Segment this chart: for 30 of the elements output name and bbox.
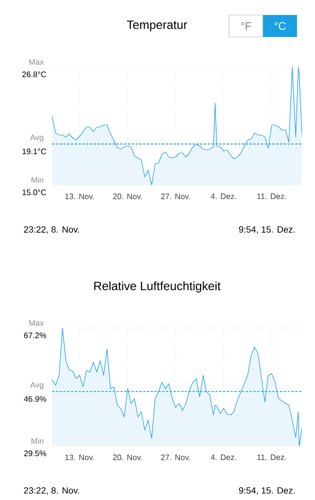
x-tick-label: 4. Dez. xyxy=(210,194,236,200)
text: 23:22, 8. Nov. xyxy=(24,226,79,234)
ref-line-label: Avg xyxy=(30,134,44,142)
text: 9:54, 15. Dez. xyxy=(239,226,295,234)
y-tick-label: 67.2% xyxy=(24,332,46,338)
x-tick-label: 13. Nov. xyxy=(65,194,94,200)
text: Min xyxy=(32,176,44,183)
text: Min xyxy=(32,438,44,444)
text: °F xyxy=(241,22,252,30)
x-tick-label: 4. Dez. xyxy=(210,454,236,460)
x-tick-label: 11. Dez. xyxy=(257,194,286,200)
x-tick-label: 20. Nov. xyxy=(113,454,142,460)
x-tick-label: 27. Nov. xyxy=(161,454,190,460)
ref-line-label: Avg xyxy=(30,382,44,390)
x-tick-label: 11. Dez. xyxy=(257,454,286,460)
text: 9:54, 15. Dez. xyxy=(239,487,295,495)
text: Max xyxy=(29,59,44,65)
x-tick-label: 13. Nov. xyxy=(65,454,94,460)
y-tick-label: 29.5% xyxy=(24,450,46,456)
y-tick-label: 46.9% xyxy=(24,396,46,402)
chart-title: Relative Luftfeuchtigkeit xyxy=(94,281,221,293)
text: °C xyxy=(274,22,286,30)
y-tick-label: 26.8°C xyxy=(22,72,46,78)
y-tick-label: 15.0°C xyxy=(22,190,46,196)
text: 23:22, 8. Nov. xyxy=(24,487,79,495)
y-tick-label: 19.1°C xyxy=(22,148,46,154)
x-tick-label: 27. Nov. xyxy=(161,194,190,200)
text: Max xyxy=(29,320,44,326)
chart-title: Temperatur xyxy=(126,20,188,32)
x-tick-label: 20. Nov. xyxy=(113,194,142,200)
